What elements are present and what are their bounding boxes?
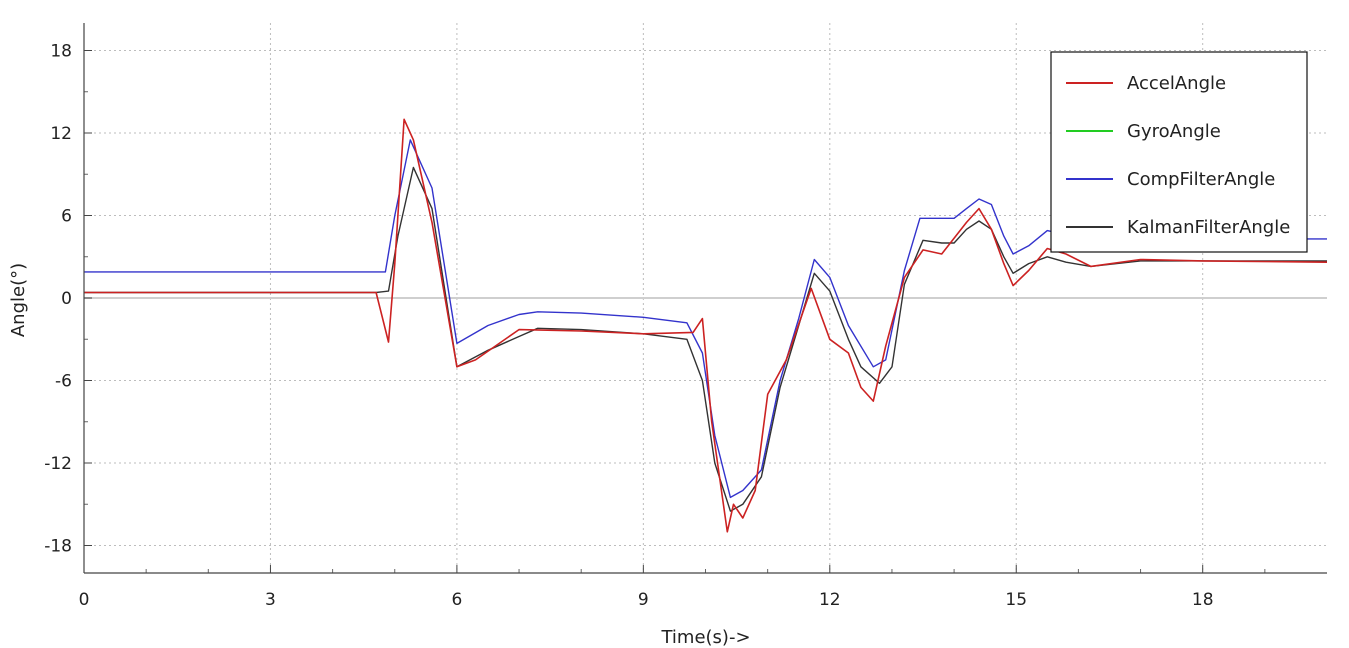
series-line-accelangle (84, 118, 1328, 533)
y-tick-label: 18 (50, 42, 72, 62)
y-axis-title: Angle(°) (8, 263, 29, 337)
legend: AccelAngle GyroAngle CompFilterAngle Kalman… (1050, 51, 1308, 253)
y-tick-label: -6 (55, 372, 72, 392)
legend-label: CompFilterAngle (1127, 169, 1275, 190)
y-tick-label: -18 (44, 537, 72, 557)
legend-label: GyroAngle (1127, 121, 1221, 142)
x-tick-label: 3 (265, 590, 276, 610)
x-tick-label: 18 (1192, 590, 1214, 610)
y-tick-label: 12 (50, 124, 72, 144)
x-tick-label: 9 (638, 590, 649, 610)
x-tick-label: 15 (1005, 590, 1027, 610)
x-tick-label: 6 (451, 590, 462, 610)
legend-label: KalmanFilterAngle (1127, 217, 1290, 238)
series-line-compfilterangle (84, 139, 1327, 499)
series-layer (84, 118, 1328, 533)
tick-label-layer: 0 3 6 9 12 15 18 18 12 6 0 -6 -12 -18 (44, 42, 1213, 611)
x-axis-title: Time(s)-> (660, 627, 750, 648)
y-tick-label: 6 (61, 207, 72, 227)
y-tick-label: 0 (61, 289, 72, 309)
x-tick-label: 12 (819, 590, 841, 610)
legend-label: AccelAngle (1127, 73, 1226, 94)
legend-box (1050, 51, 1308, 253)
y-tick-label: -12 (44, 454, 72, 474)
x-tick-label: 0 (79, 590, 90, 610)
axes-layer (83, 23, 1327, 574)
